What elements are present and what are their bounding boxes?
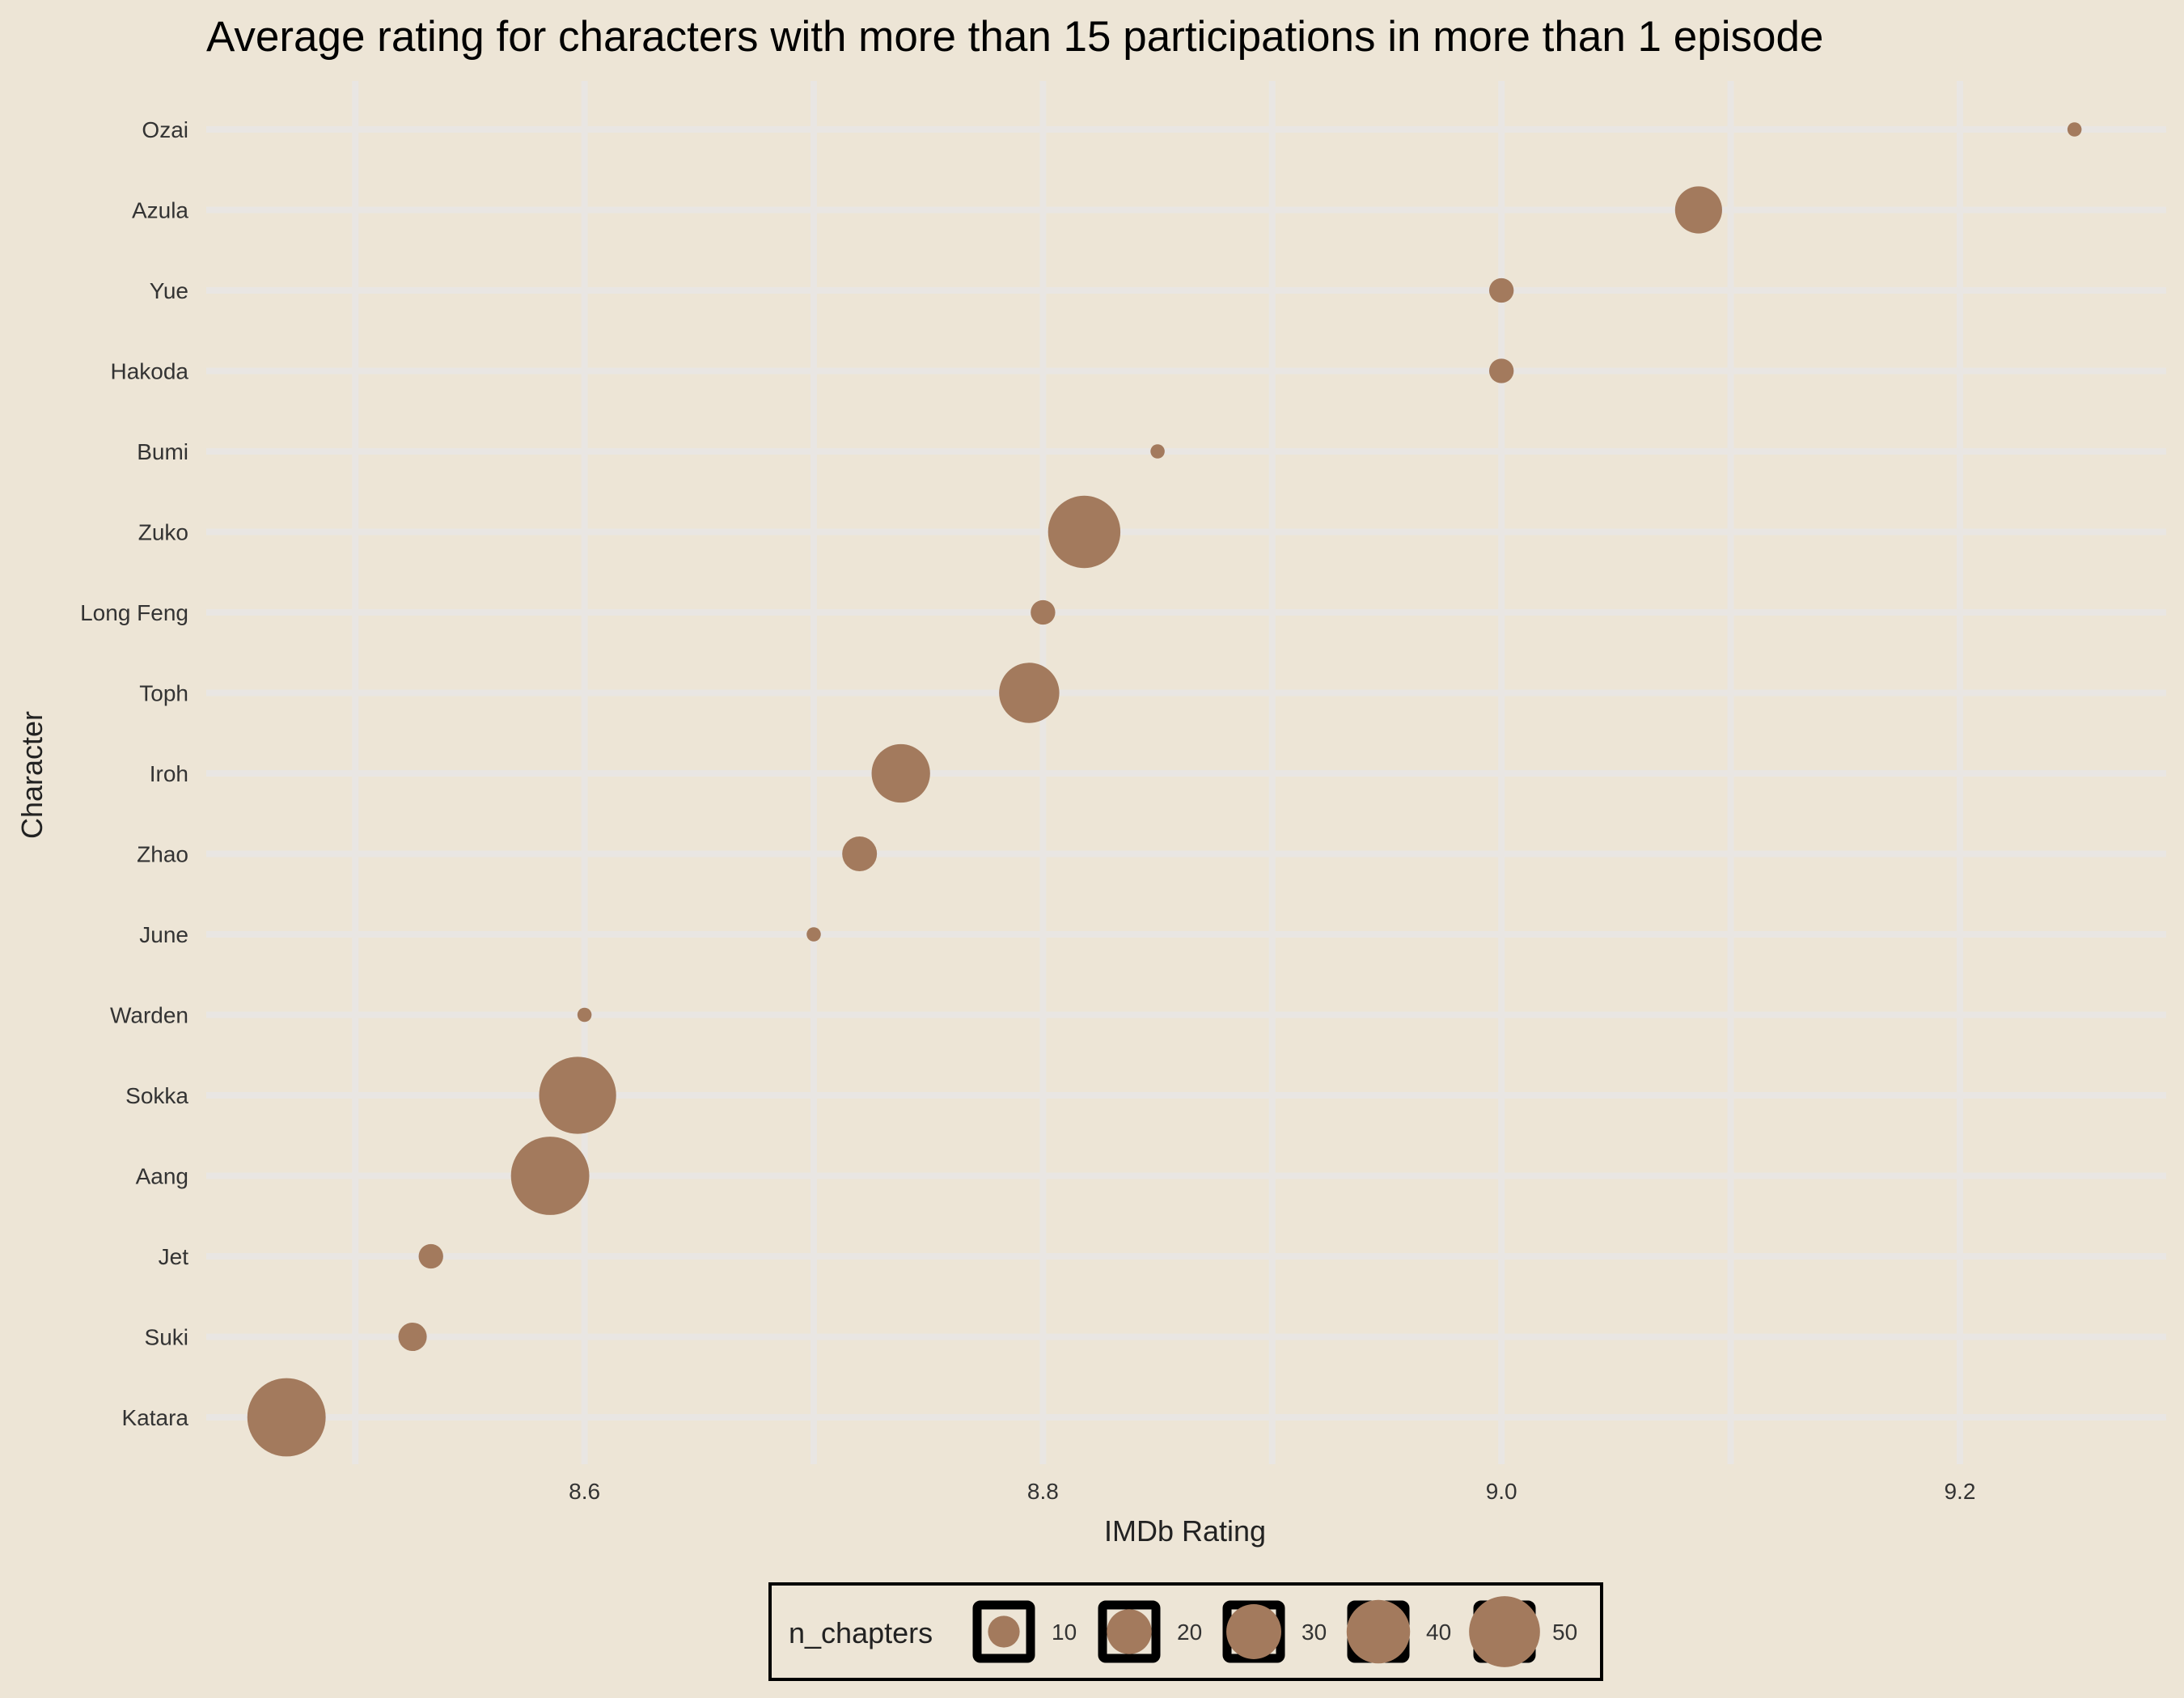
legend-key-circle <box>1346 1599 1411 1664</box>
grid-layer <box>206 81 2166 1464</box>
data-point-warden <box>577 1007 592 1023</box>
legend-key-circle <box>1226 1604 1281 1659</box>
y-tick-label: Jet <box>159 1244 189 1269</box>
x-tick-labels: 8.6 8.8 9.0 9.2 <box>569 1479 1975 1504</box>
data-point-long-feng <box>1031 599 1056 625</box>
y-tick-label: Zhao <box>137 842 188 867</box>
data-point-hakoda <box>1488 358 1514 383</box>
legend-item-10: 10 <box>972 1600 1077 1663</box>
data-point-june <box>806 927 821 942</box>
data-point-bumi <box>1150 444 1165 459</box>
data-points <box>247 122 2082 1457</box>
y-tick-label: June <box>139 922 188 947</box>
legend-item-50: 50 <box>1469 1596 1577 1667</box>
legend-key-circle <box>1107 1609 1152 1654</box>
y-tick-label: Aang <box>136 1164 188 1189</box>
chart-title: Average rating for characters with more … <box>206 13 1823 61</box>
y-tick-labels: Ozai Azula Yue Hakoda Bumi Zuko Long Feng Toph I… <box>80 117 188 1430</box>
legend-item-20: 20 <box>1098 1600 1202 1663</box>
legend-label: 30 <box>1302 1620 1327 1645</box>
data-point-jet <box>418 1243 443 1269</box>
legend-items: 10 20 30 40 50 <box>972 1596 1577 1667</box>
legend-key-box <box>972 1600 1035 1663</box>
x-tick-label: 8.6 <box>569 1479 600 1504</box>
data-point-iroh <box>871 743 930 803</box>
data-point-azula <box>1674 186 1722 234</box>
legend-key-box <box>1098 1600 1161 1663</box>
legend-item-40: 40 <box>1346 1599 1451 1664</box>
data-point-katara <box>247 1378 326 1457</box>
legend-label: 20 <box>1177 1620 1202 1645</box>
x-axis-title: IMDb Rating <box>1104 1514 1266 1548</box>
legend-label: 40 <box>1426 1620 1451 1645</box>
y-tick-label: Katara <box>122 1405 189 1430</box>
x-tick-label: 9.2 <box>1944 1479 1975 1504</box>
data-point-yue <box>1488 277 1514 303</box>
y-tick-label: Azula <box>132 198 188 223</box>
data-point-zuko <box>1048 495 1121 569</box>
legend-box <box>768 1582 1603 1681</box>
y-tick-label: Yue <box>150 278 188 303</box>
legend-key-circle <box>988 1615 1020 1648</box>
size-legend: n_chapters 10 20 30 40 50 <box>768 1582 1603 1681</box>
y-tick-label: Bumi <box>137 439 188 464</box>
data-point-suki <box>398 1322 427 1352</box>
x-tick-label: 9.0 <box>1486 1479 1517 1504</box>
data-point-sokka <box>539 1056 616 1134</box>
y-tick-label: Iroh <box>150 761 188 786</box>
y-tick-label: Zuko <box>138 520 188 545</box>
data-point-aang <box>510 1137 590 1215</box>
y-tick-label: Toph <box>139 681 188 706</box>
data-point-toph <box>999 663 1060 723</box>
y-tick-label: Long Feng <box>80 600 188 625</box>
legend-key-circle <box>1469 1596 1540 1667</box>
y-tick-label: Ozai <box>142 117 188 142</box>
legend-label: 50 <box>1552 1620 1577 1645</box>
legend-label: 10 <box>1052 1620 1077 1645</box>
y-tick-label: Sokka <box>125 1083 188 1108</box>
x-tick-label: 8.8 <box>1027 1479 1059 1504</box>
data-point-ozai <box>2067 122 2082 137</box>
legend-title: n_chapters <box>789 1616 933 1649</box>
legend-item-30: 30 <box>1222 1600 1327 1663</box>
y-tick-label: Suki <box>145 1325 188 1350</box>
y-axis-title: Character <box>15 711 49 839</box>
y-tick-label: Hakoda <box>110 359 188 384</box>
data-point-zhao <box>842 836 878 871</box>
y-tick-label: Warden <box>110 1003 188 1028</box>
